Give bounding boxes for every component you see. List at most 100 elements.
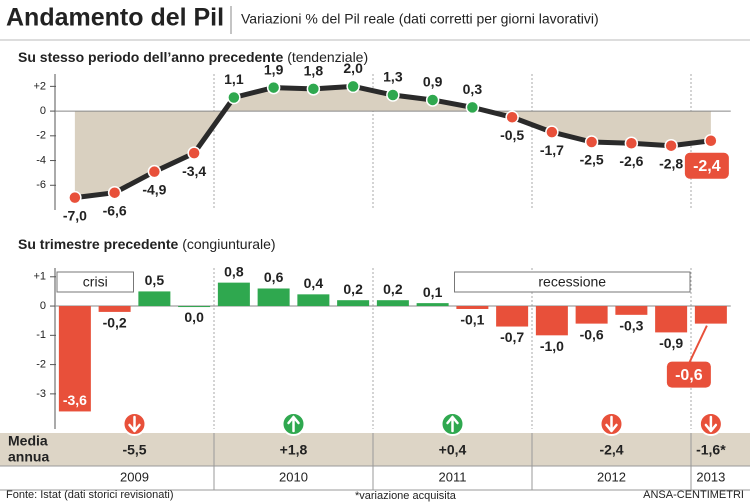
year-label: 2012 [597,469,626,484]
marker [664,138,678,153]
y-tick-label: -2 [36,359,46,371]
value-label: 1,9 [264,61,284,77]
marker [147,164,162,179]
value-label: -1,0 [540,338,564,354]
annual-band [0,433,750,466]
bar [535,306,568,336]
marker [584,135,599,149]
value-label: -1,7 [540,142,564,158]
annual-value: +1,8 [280,442,308,458]
value-label: 0,2 [383,281,403,297]
marker [107,185,122,200]
area [74,86,711,198]
arrow-glyph [605,415,618,433]
value-label: -4,9 [142,181,166,197]
section-title: Su stesso periodo dell’anno precedente (… [18,49,368,65]
y-tick-label: 0 [40,105,46,117]
value-label: 0,9 [423,74,443,90]
bar [257,288,290,307]
value-label: -6,6 [103,202,127,218]
marker [465,100,480,115]
bar [217,282,250,307]
section-subtitle: (tendenziale) [287,49,368,65]
bar [178,306,211,308]
annual-label: Media [8,433,48,449]
bar [416,303,449,307]
y-tick-label: +2 [33,80,46,92]
value-label: -0,7 [500,329,524,345]
bar [337,300,370,307]
credit: ANSA-CENTIMETRI [643,489,744,501]
value-label: -0,2 [103,315,127,331]
bar [615,306,648,315]
note: *variazione acquisita [355,490,457,502]
y-tick-label: 0 [40,300,46,312]
bar [655,306,688,333]
y-tick-label: -2 [36,130,46,142]
annual-value: -5,5 [122,442,146,458]
value-label: 1,1 [224,71,244,87]
value-label: -2,8 [659,155,683,171]
bar [297,294,330,307]
marker [425,93,440,107]
marker [624,136,639,150]
marker [266,80,281,95]
annotation: recessione [538,274,606,290]
value-label: 0,8 [224,263,244,279]
value-label: -0,5 [500,127,524,143]
annual-value: -1,6* [696,442,726,458]
section-subtitle: (congiunturale) [182,236,275,252]
value-label: 0,4 [304,275,324,291]
source: Fonte: Istat (dati storici revisionati) [6,489,174,501]
year-label: 2013 [696,469,725,484]
value-label: -7,0 [63,207,87,223]
arrow-glyph [128,415,141,433]
value-label: -2,4 [693,158,721,175]
y-tick-label: +1 [33,271,46,283]
highlight-box [666,361,711,388]
page-title: Andamento del Pil [6,4,224,32]
bar [98,306,131,312]
value-label: -0,6 [580,326,604,342]
annotation: crisi [83,274,108,290]
year-label: 2011 [439,469,467,484]
value-label: 0,6 [264,269,284,285]
value-label: -3,4 [182,163,206,179]
value-label: 0,2 [343,281,363,297]
bar [58,306,91,412]
year-label: 2009 [120,469,149,484]
value-label: -2,6 [619,153,643,169]
arrow-glyph [287,415,300,433]
bar [138,291,171,307]
value-label: 0,0 [184,309,204,325]
y-tick-label: -6 [36,179,46,191]
bar [456,306,489,309]
bar [376,300,409,307]
marker [346,79,360,94]
arrow-glyph [704,415,718,433]
annual-value: -2,4 [599,442,623,458]
marker [505,110,519,125]
highlight-box [684,152,729,179]
marker [227,90,241,105]
annotation-box [56,271,134,293]
arrow-glyph [446,415,459,433]
value-label: 0,1 [423,284,443,300]
bar [694,306,727,324]
marker [306,82,321,96]
y-tick-label: -3 [36,388,46,400]
bar [575,306,608,324]
page-subtitle: Variazioni % del Pil reale (dati corrett… [241,11,599,27]
marker [68,190,82,205]
bar [496,306,529,327]
y-tick-label: -4 [36,154,46,166]
marker [386,88,400,102]
value-label: 1,3 [383,69,403,85]
section-title: Su trimestre precedente [18,236,178,252]
value-label: 1,8 [304,63,324,79]
section-title: Su trimestre precedente (congiunturale) [18,236,276,252]
annotation-box [454,271,691,293]
value-label: 0,3 [463,81,483,97]
value-label: -0,3 [619,318,643,334]
